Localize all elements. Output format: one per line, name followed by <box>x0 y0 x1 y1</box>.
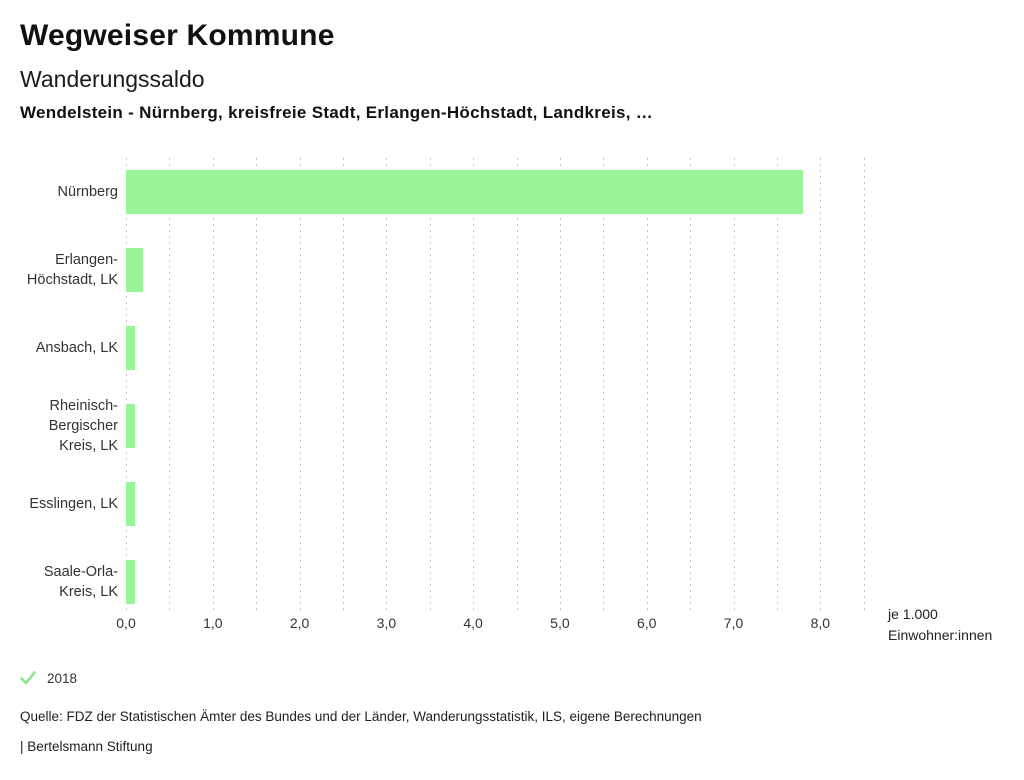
bar[interactable] <box>126 482 135 526</box>
x-tick-label: 5,0 <box>550 615 570 631</box>
bar[interactable] <box>126 404 135 448</box>
category-label: Erlangen- Höchstadt, LK <box>26 252 118 288</box>
source-note: Quelle: FDZ der Statistischen Ämter des … <box>20 709 702 724</box>
bar[interactable] <box>126 560 135 604</box>
check-icon <box>20 671 36 685</box>
category-label: Saale-Orla- Kreis, LK <box>43 564 118 600</box>
bar[interactable] <box>126 326 135 370</box>
axis-unit-line1: je 1.000 <box>888 606 938 622</box>
axis-unit-line2: Einwohner:innen <box>888 627 993 643</box>
app-title: Wegweiser Kommune <box>20 19 335 52</box>
category-labels: Nürnberg Erlangen- Höchstadt, LK Ansbach, L… <box>0 153 118 621</box>
x-tick-label: 0,0 <box>116 615 136 631</box>
x-tick-label: 4,0 <box>463 615 483 631</box>
category-label: Esslingen, LK <box>29 496 118 512</box>
brand-note: | Bertelsmann Stiftung <box>20 739 153 754</box>
category-label: Ansbach, LK <box>35 340 118 356</box>
chart-title: Wanderungssaldo <box>20 66 205 92</box>
bar[interactable] <box>126 248 144 292</box>
x-tick-label: 8,0 <box>810 615 831 631</box>
category-label: Rheinisch- Bergischer Kreis, LK <box>48 398 118 454</box>
category-label: Nürnberg <box>57 184 118 200</box>
x-tick-label: 7,0 <box>723 615 744 631</box>
x-axis: 0,0 1,0 2,0 3,0 4,0 5,0 6,0 7,0 8,0 <box>116 615 868 633</box>
x-tick-label: 6,0 <box>636 615 657 631</box>
legend-label: 2018 <box>47 670 78 686</box>
x-tick-label: 1,0 <box>203 615 223 631</box>
chart-bars <box>126 153 868 621</box>
axis-unit-label: je 1.000 Einwohner:innen <box>888 604 992 646</box>
bar[interactable] <box>126 170 803 214</box>
legend-item-2018[interactable]: 2018 <box>20 669 77 687</box>
x-tick-label: 2,0 <box>289 615 310 631</box>
x-tick-label: 3,0 <box>376 615 397 631</box>
chart-subtitle: Wendelstein - Nürnberg, kreisfreie Stadt… <box>20 103 654 122</box>
